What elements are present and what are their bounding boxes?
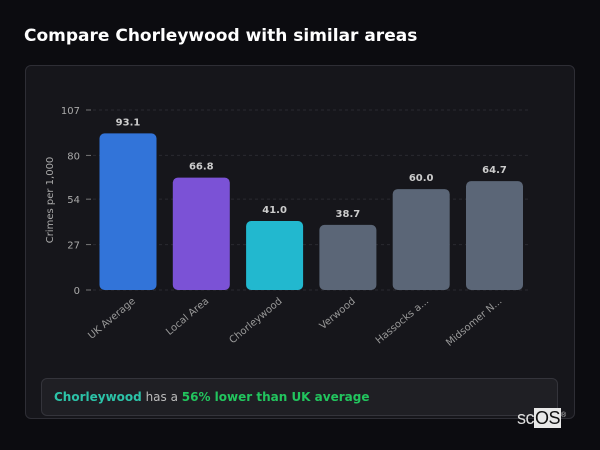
y-tick-label: 0 xyxy=(74,286,80,297)
scos-logo: scOS® xyxy=(517,408,566,428)
bar[interactable] xyxy=(466,181,523,290)
data-label: 38.7 xyxy=(336,209,361,220)
bar[interactable] xyxy=(172,177,230,290)
x-tick-label: Local Area xyxy=(164,296,211,338)
y-tick-label: 107 xyxy=(61,106,80,117)
data-label: 60.0 xyxy=(409,173,434,184)
data-label: 66.8 xyxy=(189,162,214,173)
summary-text: has a xyxy=(141,390,182,404)
bar[interactable] xyxy=(99,133,157,290)
summary-area: Chorleywood xyxy=(54,390,142,404)
bar[interactable] xyxy=(392,189,450,290)
x-tick-label: Chorleywood xyxy=(228,296,285,346)
x-tick-label: UK Average xyxy=(86,296,138,342)
x-tick-label: Hassocks a... xyxy=(374,296,431,347)
data-label: 93.1 xyxy=(116,117,141,128)
summary-comparison: 56% lower than UK average xyxy=(181,390,370,404)
data-label: 41.0 xyxy=(262,205,287,216)
data-label: 64.7 xyxy=(482,165,507,176)
y-axis-label: Crimes per 1,000 xyxy=(45,157,56,244)
bar[interactable] xyxy=(246,221,304,290)
bar[interactable] xyxy=(319,224,377,290)
summary-box: Chorleywood has a 56% lower than UK aver… xyxy=(41,378,558,416)
page-title: Compare Chorleywood with similar areas xyxy=(24,26,418,46)
x-tick-label: Verwood xyxy=(318,296,358,332)
y-tick-label: 80 xyxy=(67,151,80,162)
y-tick-label: 54 xyxy=(67,195,80,206)
x-tick-label: Midsomer N... xyxy=(444,296,504,349)
y-tick-label: 27 xyxy=(67,241,80,252)
